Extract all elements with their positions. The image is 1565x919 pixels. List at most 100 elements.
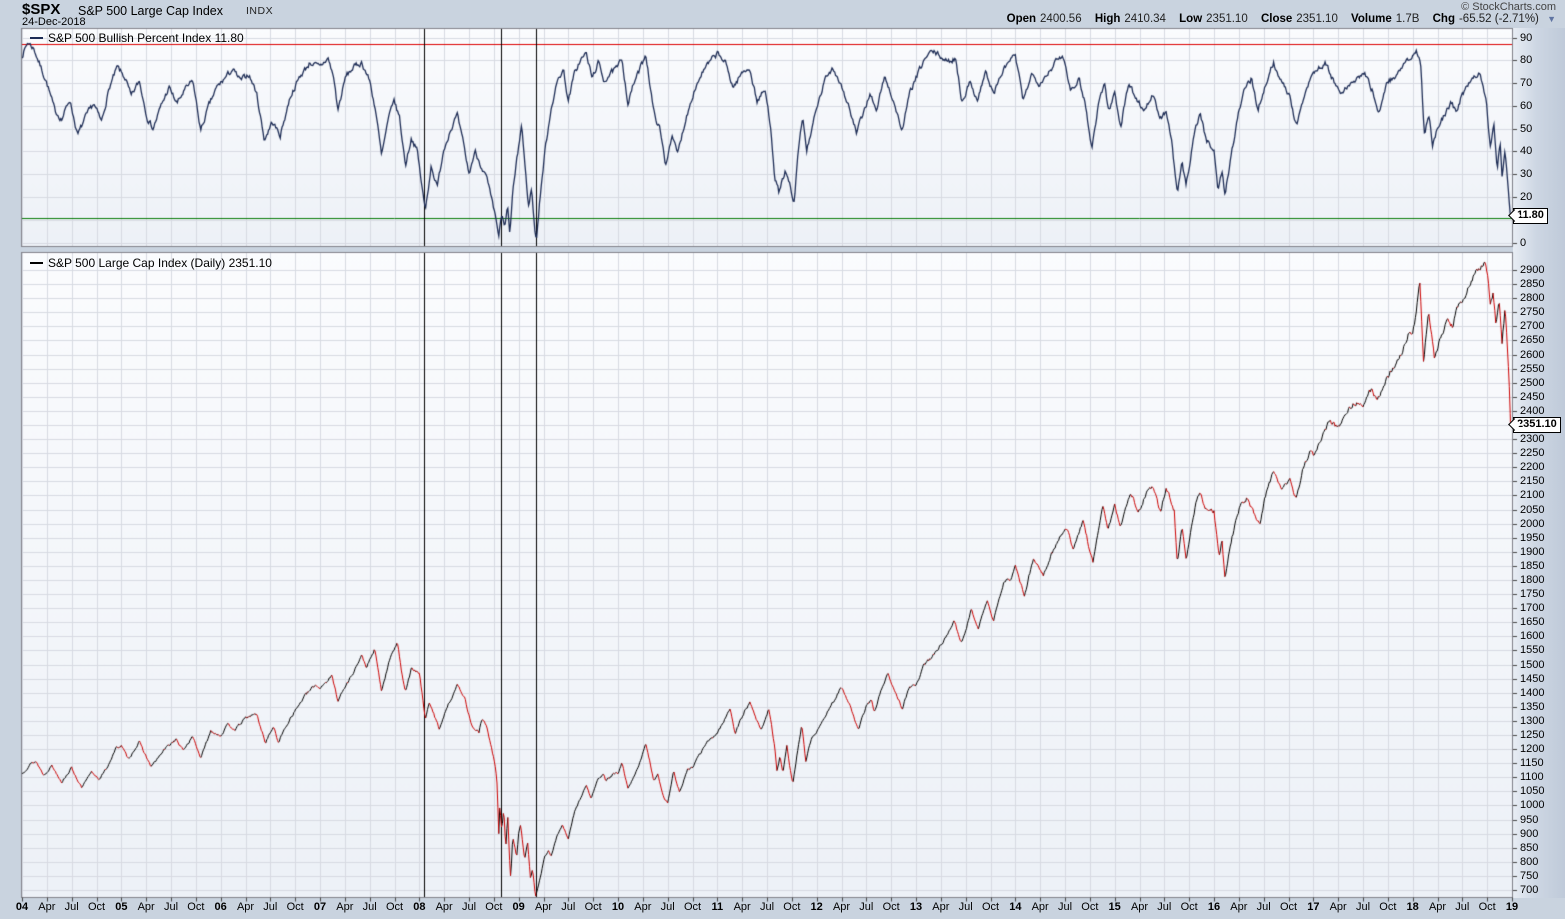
- x-tick-quarter-label: Jul: [163, 901, 179, 913]
- x-tick-quarter-label: Jul: [362, 901, 377, 913]
- y-tick-label: 40: [1520, 145, 1533, 158]
- x-tick-quarter-label: Apr: [137, 901, 155, 913]
- y-tick-label: 900: [1520, 827, 1539, 840]
- y-tick-label: 1750: [1520, 588, 1545, 601]
- y-tick-label: 1500: [1520, 658, 1545, 671]
- x-tick-quarter-label: Jul: [1057, 901, 1073, 913]
- y-tick-label: 2250: [1520, 447, 1545, 460]
- x-tick-quarter-label: Oct: [1379, 901, 1397, 913]
- x-tick-quarter-label: Apr: [336, 901, 354, 913]
- x-tick-quarter-label: Jul: [859, 901, 874, 913]
- y-tick-label: 1400: [1520, 686, 1545, 699]
- y-tick-label: 80: [1520, 54, 1533, 67]
- bpi-current-value-tag: 11.80: [1513, 207, 1548, 224]
- x-tick-year-label: 16: [1207, 901, 1221, 913]
- x-tick-year-label: 08: [413, 901, 426, 913]
- x-tick-quarter-label: Apr: [932, 901, 950, 913]
- x-tick-year-label: 04: [15, 901, 29, 913]
- spx-current-value-tag: 2351.10: [1513, 416, 1561, 433]
- x-tick-year-label: 06: [214, 901, 227, 913]
- x-tick-quarter-label: Jul: [64, 901, 79, 913]
- y-tick-label: 0: [1520, 236, 1527, 249]
- x-tick-year-label: 18: [1406, 901, 1419, 913]
- y-tick-label: 2850: [1520, 278, 1545, 291]
- y-tick-label: 1050: [1520, 785, 1545, 798]
- x-tick-quarter-label: Apr: [1329, 901, 1347, 913]
- legend-name: S&P 500 Large Cap Index (Daily): [48, 256, 226, 270]
- x-tick-quarter-label: Jul: [1256, 901, 1271, 913]
- y-tick-label: 70: [1520, 77, 1533, 90]
- y-tick-label: 1450: [1520, 672, 1545, 685]
- y-tick-label: 2600: [1520, 348, 1545, 361]
- y-tick-label: 2800: [1520, 292, 1545, 305]
- x-tick-quarter-label: Apr: [38, 901, 56, 913]
- x-tick-quarter-label: Oct: [783, 901, 801, 913]
- x-tick-year-label: 07: [313, 901, 327, 913]
- y-tick-label: 2100: [1520, 489, 1545, 502]
- x-tick-quarter-label: Oct: [286, 901, 304, 913]
- x-tick-quarter-label: Oct: [1279, 901, 1298, 913]
- x-tick-quarter-label: Oct: [187, 901, 205, 913]
- y-tick-label: 1200: [1520, 743, 1545, 756]
- x-tick-quarter-label: Oct: [882, 901, 900, 913]
- x-tick-quarter-label: Apr: [733, 901, 751, 913]
- x-tick-year-label: 05: [115, 901, 128, 913]
- legend-name: S&P 500 Bullish Percent Index: [48, 31, 212, 45]
- x-tick-quarter-label: Jul: [263, 901, 278, 913]
- x-tick-quarter-label: Oct: [385, 901, 404, 913]
- legend-line-swatch: [30, 262, 43, 264]
- x-tick-year-label: 11: [711, 901, 724, 913]
- y-tick-label: 950: [1520, 813, 1539, 826]
- y-tick-label: 2900: [1520, 264, 1545, 276]
- x-tick-quarter-label: Apr: [435, 901, 453, 913]
- y-tick-label: 2300: [1520, 433, 1545, 446]
- y-tick-label: 1100: [1520, 771, 1544, 784]
- y-tick-label: 2400: [1520, 404, 1545, 417]
- y-tick-label: 1650: [1520, 616, 1545, 629]
- legend-value: 2351.10: [228, 256, 272, 270]
- y-tick-label: 2700: [1520, 320, 1545, 333]
- y-tick-label: 2750: [1520, 306, 1545, 319]
- x-tick-quarter-label: Apr: [832, 901, 851, 913]
- y-tick-label: 2650: [1520, 334, 1545, 347]
- x-tick-quarter-label: Jul: [1455, 901, 1470, 913]
- x-tick-quarter-label: Oct: [1081, 901, 1099, 913]
- y-tick-label: 2000: [1520, 517, 1545, 530]
- x-tick-quarter-label: Oct: [1180, 901, 1198, 913]
- y-tick-label: 2550: [1520, 362, 1545, 375]
- y-tick-label: 1350: [1520, 700, 1545, 713]
- x-tick-quarter-label: Oct: [981, 901, 1000, 913]
- x-tick-year-label: 15: [1108, 901, 1121, 913]
- y-tick-label: 1000: [1520, 799, 1545, 812]
- x-tick-quarter-label: Apr: [534, 901, 553, 913]
- x-tick-quarter-label: Apr: [236, 901, 255, 913]
- y-tick-label: 1550: [1520, 644, 1545, 657]
- y-tick-label: 1150: [1520, 757, 1544, 770]
- x-tick-quarter-label: Apr: [1230, 901, 1248, 913]
- y-tick-label: 50: [1520, 122, 1533, 135]
- x-tick-year-label: 17: [1307, 901, 1320, 913]
- legend-value: 11.80: [214, 31, 244, 45]
- x-tick-year-label: 13: [909, 901, 923, 913]
- y-tick-label: 850: [1520, 841, 1539, 854]
- x-tick-quarter-label: Apr: [634, 901, 652, 913]
- x-tick-quarter-label: Jul: [660, 901, 675, 913]
- x-tick-quarter-label: Oct: [485, 901, 503, 913]
- y-tick-label: 750: [1520, 869, 1539, 882]
- y-tick-label: 1900: [1520, 545, 1545, 558]
- legend-bullish-percent: S&P 500 Bullish Percent Index 11.80: [30, 31, 244, 45]
- x-tick-quarter-label: Apr: [1428, 901, 1447, 913]
- y-tick-label: 90: [1520, 31, 1533, 44]
- x-tick-quarter-label: Oct: [87, 901, 106, 913]
- y-tick-label: 800: [1520, 855, 1539, 868]
- x-tick-year-label: 12: [810, 901, 823, 913]
- legend-spx-daily: S&P 500 Large Cap Index (Daily) 2351.10: [30, 256, 272, 270]
- x-tick-quarter-label: Oct: [1478, 901, 1496, 913]
- x-tick-quarter-label: Jul: [1355, 901, 1371, 913]
- y-tick-label: 700: [1520, 884, 1539, 896]
- y-tick-label: 1850: [1520, 559, 1545, 572]
- y-tick-label: 2150: [1520, 475, 1545, 488]
- x-tick-quarter-label: Jul: [561, 901, 576, 913]
